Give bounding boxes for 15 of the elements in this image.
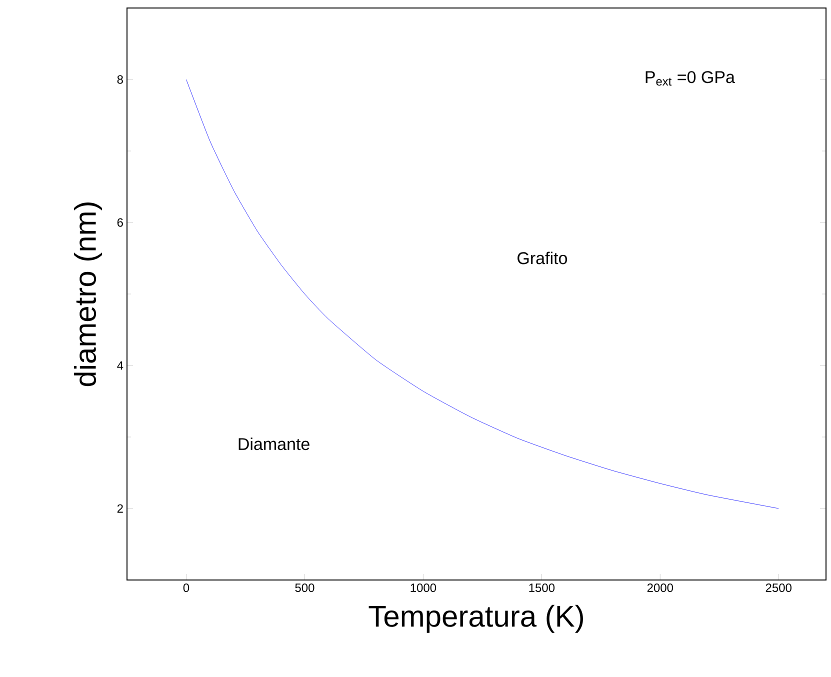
x-tick-label: 0 xyxy=(183,584,190,592)
x-tick-label: 500 xyxy=(295,584,314,592)
y-tick-label: 4 xyxy=(117,361,124,370)
y-tick-label: 2 xyxy=(117,504,123,513)
x-axis-title: Temperatura (K) xyxy=(368,604,583,633)
y-tick-label: 8 xyxy=(117,75,123,84)
x-tick-label: 2500 xyxy=(766,584,792,592)
annotation: P$_{ext}$ =0 GPa xyxy=(646,71,735,86)
x-tick-label: 1000 xyxy=(410,584,436,592)
x-tick-label: 2000 xyxy=(647,584,674,592)
y-tick-label: 6 xyxy=(117,218,123,227)
x-tick-label: 1500 xyxy=(529,584,555,592)
annotation: Grafito xyxy=(518,252,567,264)
y-axis-title: diametro (nm) xyxy=(74,202,102,386)
annotation: Diamante xyxy=(238,438,310,450)
